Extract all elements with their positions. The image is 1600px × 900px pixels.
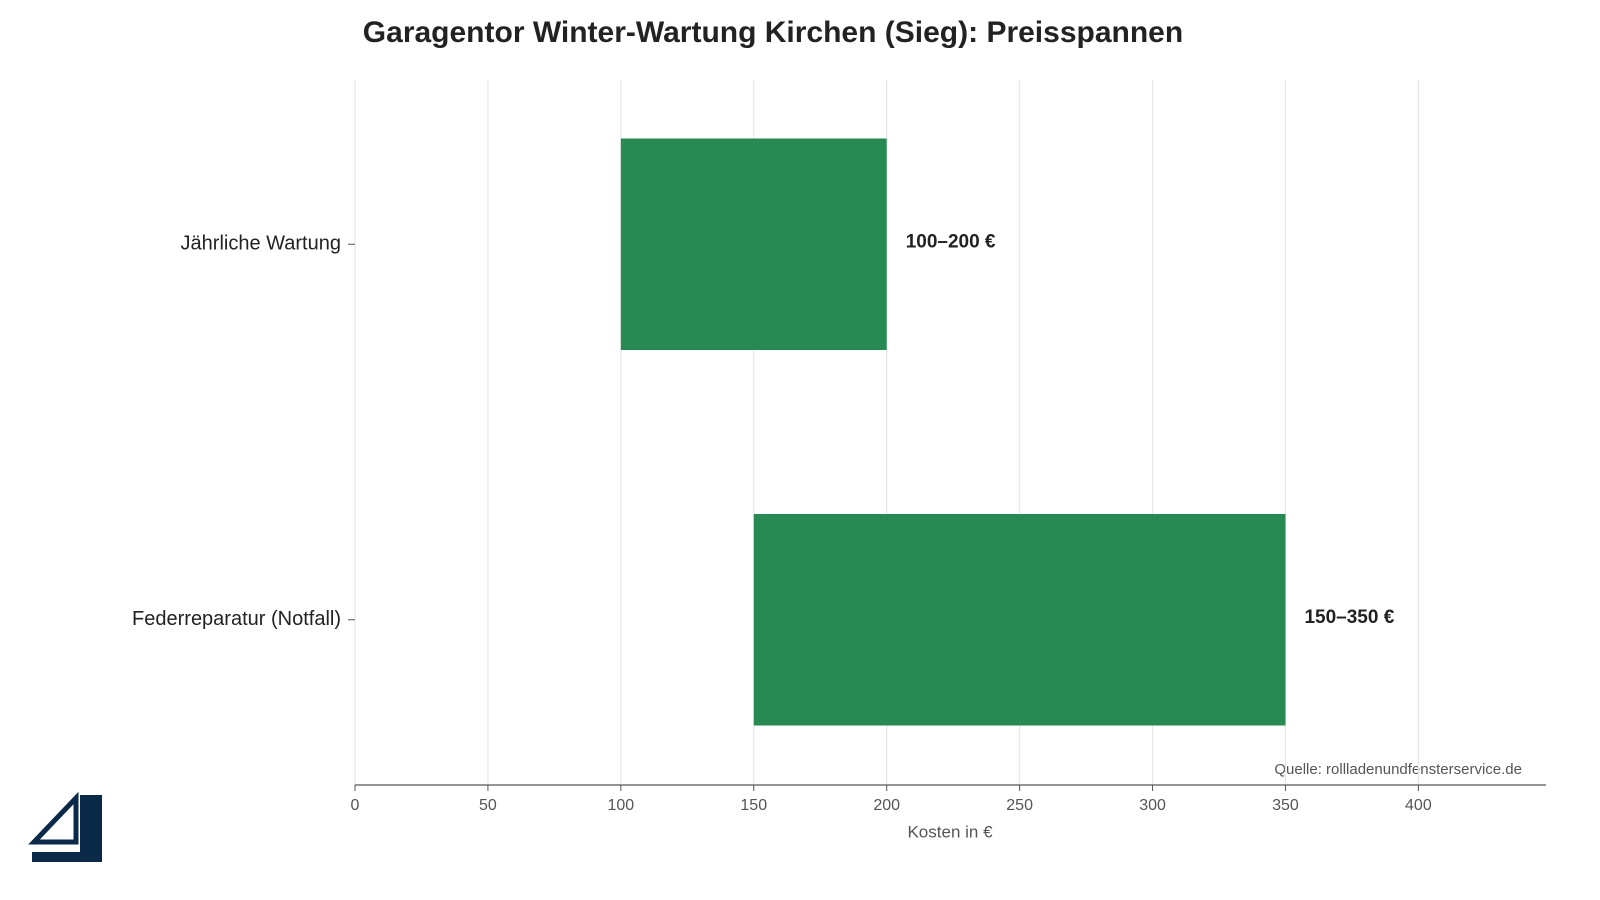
y-tick-label: Jährliche Wartung	[181, 233, 341, 255]
x-tick-label: 300	[1139, 797, 1166, 814]
x-tick-label: 50	[479, 797, 497, 814]
x-tick-label: 200	[873, 797, 900, 814]
x-tick-label: 350	[1272, 797, 1299, 814]
value-label: 100–200 €	[906, 231, 996, 252]
chart-title: Garagentor Winter-Wartung Kirchen (Sieg)…	[363, 16, 1183, 49]
bar	[753, 514, 1286, 726]
logo	[28, 791, 102, 862]
bar	[620, 138, 887, 350]
x-axis-label: Kosten in €	[907, 822, 993, 841]
x-tick-label: 400	[1405, 797, 1432, 814]
x-tick-label: 250	[1006, 797, 1033, 814]
x-tick-label: 100	[607, 797, 634, 814]
y-tick-label: Federreparatur (Notfall)	[132, 608, 341, 630]
x-tick-label: 0	[351, 797, 360, 814]
source: Quelle: rollladenundfensterservice.de	[1274, 761, 1522, 778]
value-label: 150–350 €	[1304, 607, 1394, 628]
x-tick-label: 150	[740, 797, 767, 814]
